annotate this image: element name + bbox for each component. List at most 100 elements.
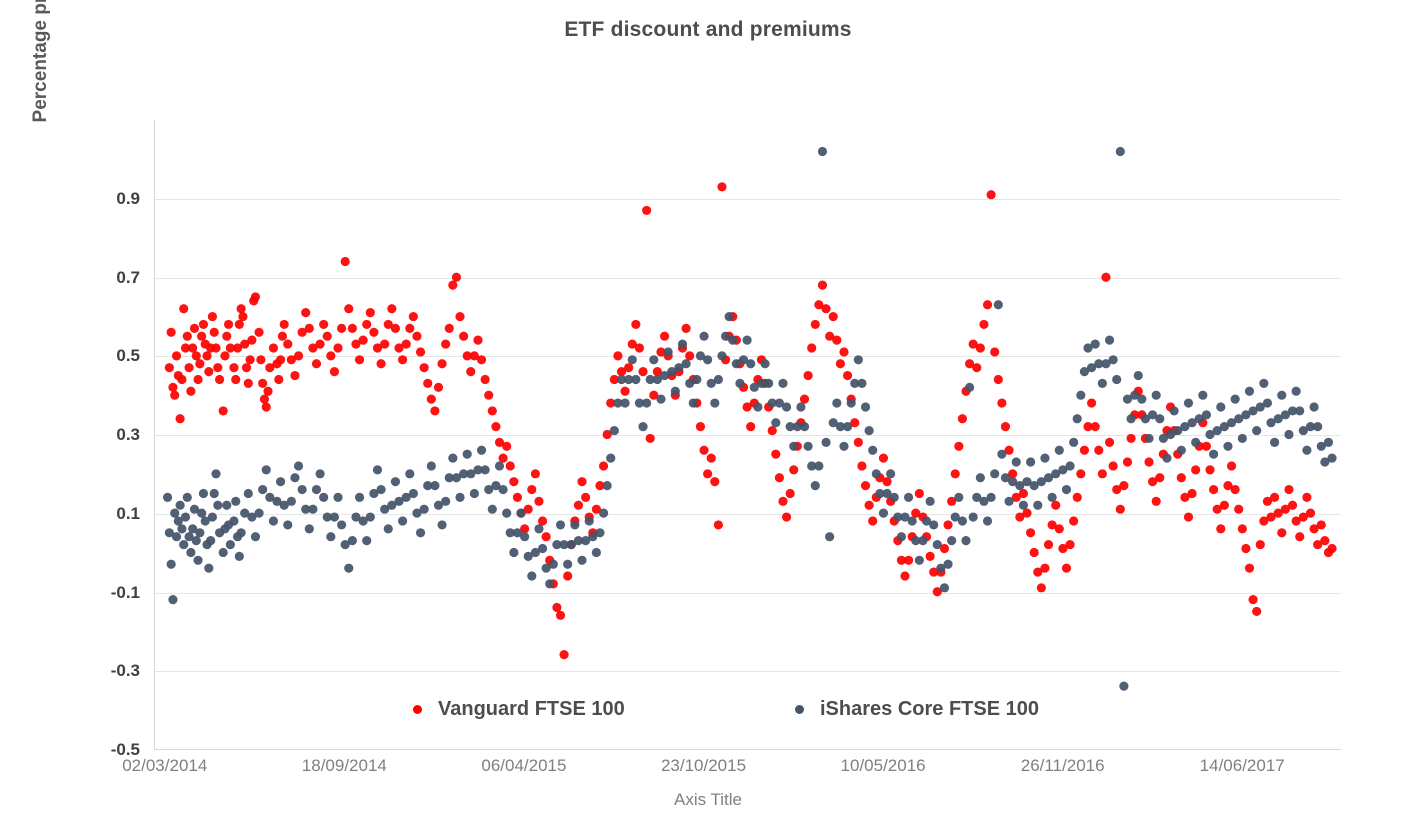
data-point — [337, 323, 347, 333]
data-point — [954, 492, 964, 502]
data-point — [828, 418, 838, 428]
data-point — [627, 355, 637, 365]
data-point — [430, 481, 440, 491]
data-point — [652, 374, 662, 385]
data-point — [1079, 445, 1090, 455]
data-point — [412, 331, 422, 341]
data-point — [437, 359, 447, 369]
data-point — [250, 532, 261, 542]
data-point — [1036, 477, 1046, 487]
data-point — [842, 370, 853, 381]
data-point — [674, 363, 684, 373]
x-axis-tick-label: 06/04/2015 — [481, 756, 567, 775]
data-point — [311, 359, 322, 369]
data-point — [275, 477, 286, 487]
data-point — [290, 370, 300, 381]
data-point — [1287, 406, 1298, 416]
data-point — [430, 406, 440, 416]
data-point — [222, 500, 232, 510]
data-point — [1219, 500, 1229, 510]
data-point — [1205, 429, 1215, 440]
data-point — [213, 500, 223, 510]
data-point — [1169, 406, 1179, 416]
data-point — [211, 343, 221, 353]
data-point — [408, 311, 418, 322]
data-point — [1087, 398, 1097, 408]
data-point — [1000, 473, 1011, 483]
data-point — [728, 335, 738, 345]
data-point — [886, 469, 896, 479]
data-point — [329, 512, 340, 522]
data-point — [918, 536, 928, 546]
data-point — [1194, 414, 1204, 424]
data-point — [685, 351, 695, 361]
gridline — [155, 671, 1341, 673]
data-point — [541, 563, 551, 573]
data-point — [642, 205, 652, 216]
data-point — [455, 492, 465, 502]
legend-label: Vanguard FTSE 100 — [438, 698, 625, 720]
data-point — [627, 339, 637, 349]
data-point — [1033, 567, 1043, 577]
data-point — [279, 500, 289, 510]
data-point — [878, 508, 889, 518]
data-point — [738, 355, 749, 365]
data-point — [903, 492, 914, 502]
legend-item-ishares[interactable]: iShares Core FTSE 100 — [795, 698, 1039, 721]
data-point — [162, 492, 173, 502]
data-point — [1165, 429, 1176, 440]
scatter-points-layer — [162, 146, 1337, 691]
data-point — [789, 441, 799, 451]
legend-item-vanguard[interactable]: Vanguard FTSE 100 — [413, 698, 625, 721]
data-point — [200, 516, 210, 526]
data-point — [186, 386, 196, 396]
data-point — [659, 331, 670, 341]
data-point — [1069, 437, 1079, 447]
data-point — [850, 418, 860, 428]
data-point — [1126, 433, 1136, 444]
data-point — [293, 351, 304, 361]
data-point — [1040, 453, 1050, 463]
data-point — [1298, 425, 1308, 436]
data-point — [1248, 406, 1258, 416]
data-point — [1230, 394, 1240, 404]
data-point — [1036, 583, 1046, 593]
data-point — [387, 500, 397, 510]
data-point — [792, 422, 802, 432]
data-point — [171, 532, 182, 542]
data-point — [1004, 496, 1014, 506]
data-point — [1248, 595, 1258, 605]
data-point — [1015, 512, 1025, 522]
data-point — [466, 469, 476, 479]
data-point — [229, 516, 239, 526]
data-point — [1255, 402, 1265, 412]
data-point — [911, 536, 921, 546]
data-point — [943, 559, 953, 569]
data-point — [968, 339, 978, 349]
data-point — [778, 496, 788, 506]
data-point — [1072, 414, 1082, 424]
data-point — [957, 516, 968, 526]
data-point — [369, 488, 379, 499]
data-point — [925, 551, 935, 561]
data-point — [1187, 418, 1197, 428]
data-point — [1119, 481, 1129, 491]
data-point — [990, 469, 1000, 479]
data-point — [624, 363, 634, 373]
data-point — [369, 327, 379, 337]
data-point — [767, 398, 777, 408]
data-point — [1280, 504, 1290, 514]
data-point — [502, 508, 512, 518]
data-point — [198, 488, 209, 499]
data-point — [839, 347, 849, 357]
y-axis-tick-label: 0.1 — [116, 503, 140, 523]
data-point — [993, 374, 1003, 385]
data-point — [810, 481, 820, 491]
data-point — [362, 536, 372, 546]
data-point — [1295, 406, 1305, 416]
data-point — [293, 461, 304, 471]
data-point — [785, 488, 795, 499]
data-point — [223, 319, 234, 330]
data-point — [189, 323, 200, 333]
data-point — [502, 441, 512, 451]
